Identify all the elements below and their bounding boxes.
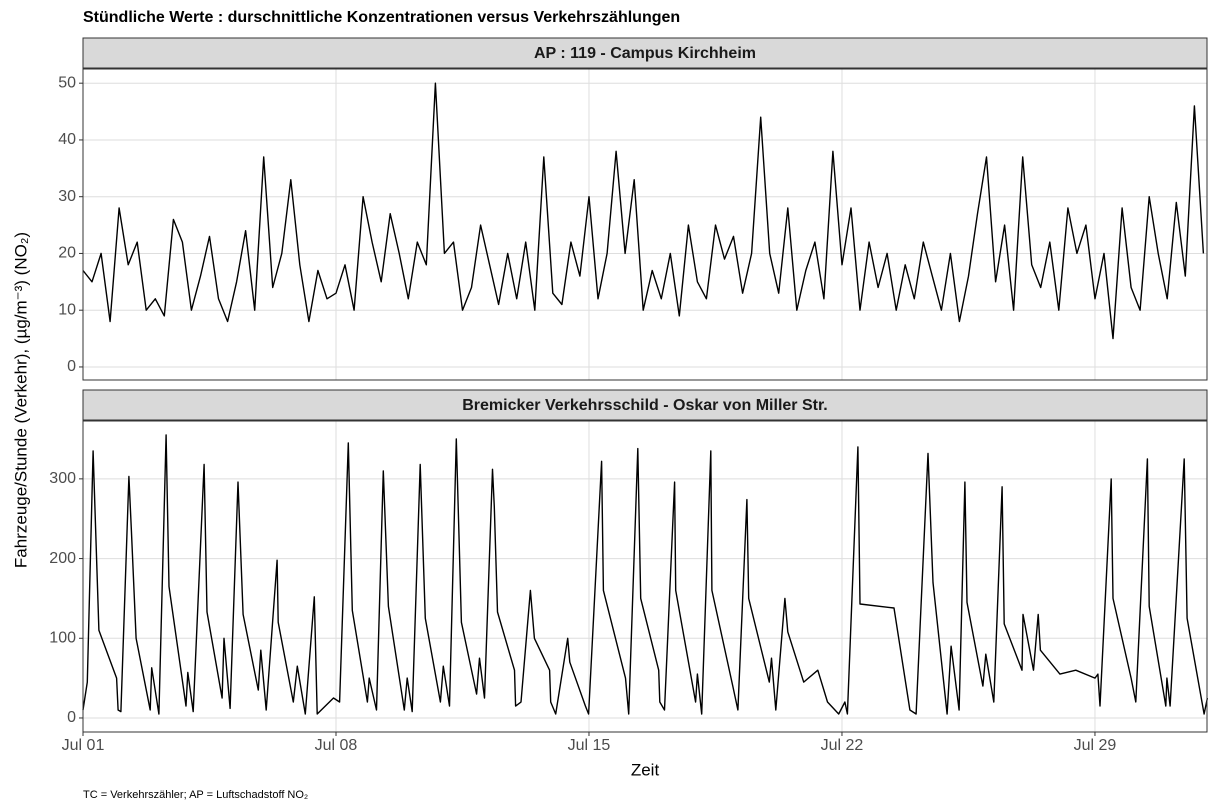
facet-strip: [82, 389, 1208, 421]
y-tick-label: 100: [49, 629, 76, 646]
panel-border: [82, 68, 1208, 381]
x-tick-label: Jul 01: [62, 737, 105, 754]
y-tick-label: 40: [58, 131, 76, 148]
data-line: [82, 82, 1205, 340]
y-tick-label: 0: [67, 709, 76, 726]
data-line: [82, 434, 1208, 715]
y-tick-label: 200: [49, 550, 76, 567]
panel-background: [83, 421, 1207, 732]
facet-strip: [82, 37, 1208, 69]
facet-title: AP : 119 - Campus Kirchheim: [534, 45, 756, 62]
y-tick-label: 30: [58, 188, 76, 205]
y-tick-label: 300: [49, 470, 76, 487]
panel-border: [82, 420, 1208, 733]
y-tick-label: 50: [58, 74, 76, 91]
x-tick-label: Jul 22: [821, 737, 864, 754]
y-tick-label: 10: [58, 301, 76, 318]
panel-background: [83, 69, 1207, 380]
y-axis-label: Fahrzeuge/Stunde (Verkehr), (µg/m⁻³) (NO…: [11, 232, 30, 568]
y-tick-label: 20: [58, 245, 76, 262]
facet-title: Bremicker Verkehrsschild - Oskar von Mil…: [462, 397, 828, 414]
chart-title: Stündliche Werte : durschnittliche Konze…: [83, 9, 680, 26]
x-tick-label: Jul 29: [1074, 737, 1117, 754]
caption: TC = Verkehrszähler; AP = Luftschadstoff…: [83, 789, 308, 801]
x-axis-label: Zeit: [631, 760, 660, 779]
x-tick-label: Jul 08: [315, 737, 358, 754]
y-tick-label: 0: [67, 358, 76, 375]
x-tick-label: Jul 15: [568, 737, 611, 754]
